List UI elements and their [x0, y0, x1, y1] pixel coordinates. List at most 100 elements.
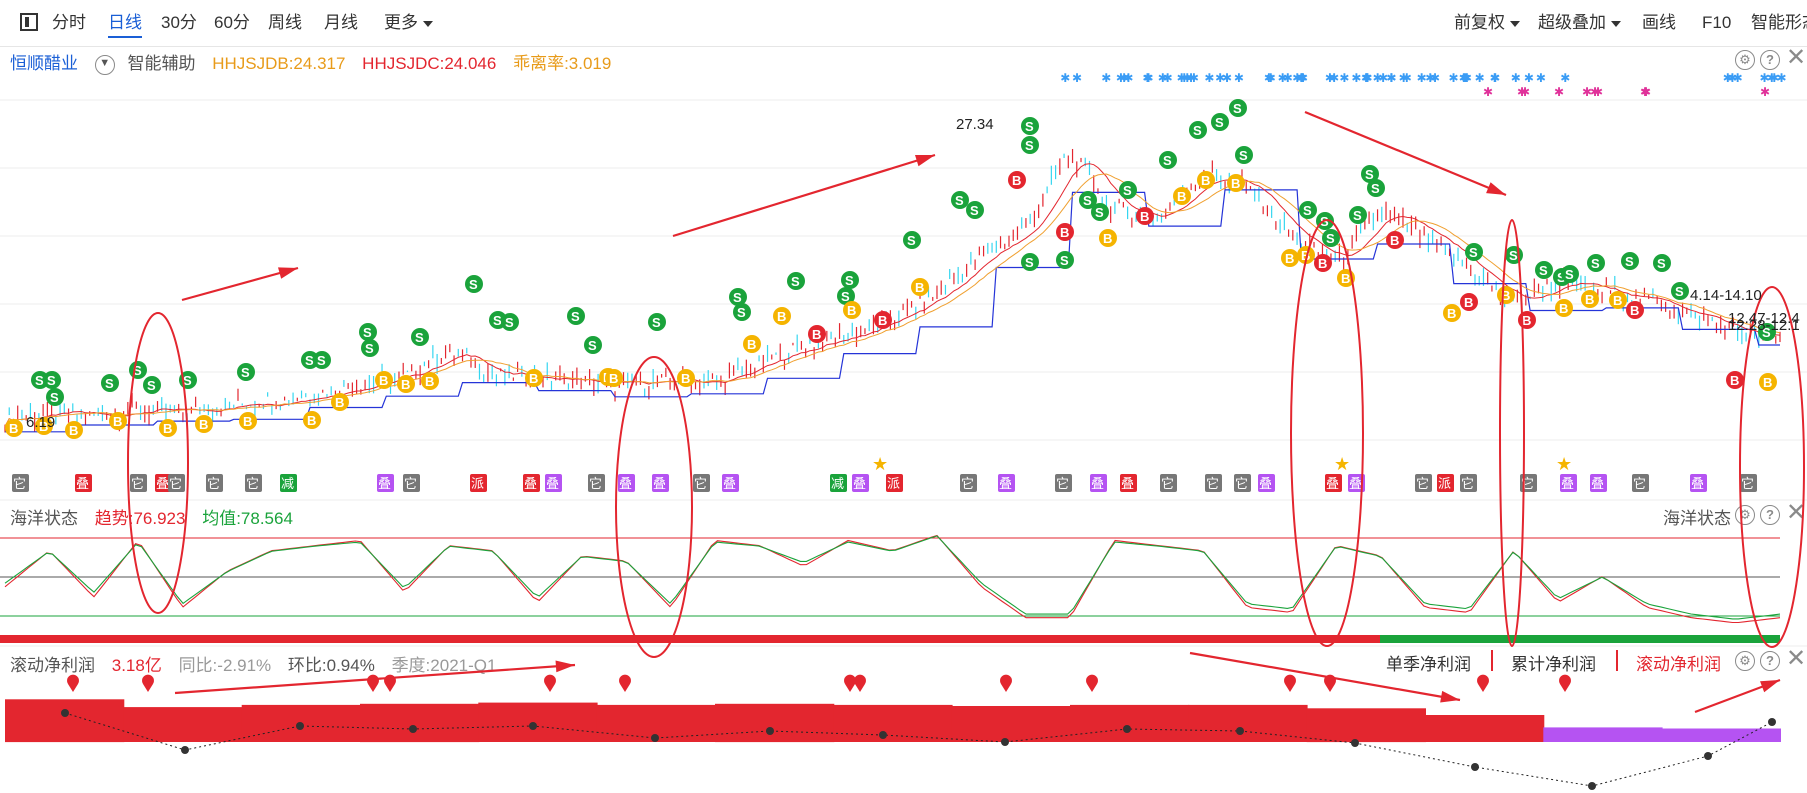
- profit-point: [1704, 752, 1712, 760]
- profit-value: 3.18亿: [111, 656, 162, 675]
- annotation-layer: [127, 110, 1805, 714]
- panel-toggle-icon[interactable]: [20, 13, 38, 31]
- buy-badge-bg: [1726, 371, 1744, 389]
- profit-point: [1123, 725, 1131, 733]
- tag-badge: 它: [207, 476, 220, 492]
- tag-badge: 叠: [619, 477, 632, 492]
- buy-badge-bg: [1008, 171, 1026, 189]
- sell-badge: S: [1193, 123, 1202, 138]
- help-icon[interactable]: ?: [1760, 50, 1780, 70]
- settings-icon[interactable]: ⚙: [1735, 505, 1755, 525]
- tag-badge: 它: [1633, 476, 1646, 492]
- tag-badge-bg: [886, 474, 903, 492]
- tab-weekly[interactable]: 周线: [268, 13, 302, 32]
- settings-icon[interactable]: ⚙: [1735, 651, 1755, 671]
- tag-badge: 它: [1206, 476, 1219, 492]
- sell-badge-bg: [1091, 203, 1109, 221]
- map-pin-icon: [1000, 674, 1012, 692]
- sell-badge: S: [1469, 245, 1478, 260]
- more-menu[interactable]: 更多: [384, 10, 433, 36]
- main-indicator-row: 恒顺醋业 ▼ 智能辅助 HHJSJDB:24.317 HHJSJDC:24.04…: [10, 49, 623, 75]
- profit-bar: [1661, 728, 1781, 742]
- tab-60min[interactable]: 60分: [214, 13, 250, 32]
- buy-badge-bg: [5, 419, 23, 437]
- overlay-menu[interactable]: 超级叠加: [1538, 10, 1621, 36]
- buy-badge-bg: [239, 412, 257, 430]
- legend-rolling-profit[interactable]: 滚动净利润: [1636, 655, 1721, 674]
- tag-badge-bg: [852, 474, 869, 492]
- star-icon: ✱: [1278, 71, 1288, 85]
- sell-badge: S: [571, 309, 580, 324]
- tab-fenshi[interactable]: 分时: [52, 13, 86, 32]
- star-icon: ✱: [1296, 71, 1306, 85]
- close-icon[interactable]: ✕: [1786, 645, 1807, 672]
- sell-badge-bg: [1621, 252, 1639, 270]
- draw-line-button[interactable]: 画线: [1642, 13, 1676, 32]
- buy-badge-bg: [1099, 229, 1117, 247]
- sell-badge: S: [1539, 263, 1548, 278]
- sell-badge: S: [469, 277, 478, 292]
- star-icon: ✱: [1387, 71, 1397, 85]
- sell-badge-bg: [1322, 229, 1340, 247]
- buy-badge-bg: [1626, 301, 1644, 319]
- tag-badge: 它: [246, 476, 259, 492]
- sell-badge-bg: [1535, 261, 1553, 279]
- tag-badge-bg: [75, 474, 92, 492]
- map-pin-icon: [367, 674, 380, 692]
- tag-badge: 它: [1461, 476, 1474, 492]
- sell-badge-bg: [951, 191, 969, 209]
- help-icon[interactable]: ?: [1760, 505, 1780, 525]
- profit-point: [1768, 718, 1776, 726]
- sell-badge: S: [841, 289, 850, 304]
- buy-badge-bg: [1555, 299, 1573, 317]
- map-pin-icon: [1323, 674, 1336, 692]
- help-icon[interactable]: ?: [1760, 651, 1780, 671]
- settings-icon[interactable]: ⚙: [1735, 50, 1755, 70]
- map-pin-icon: [67, 674, 80, 692]
- sell-badge: S: [1371, 181, 1380, 196]
- tab-daily[interactable]: 日线: [108, 10, 142, 38]
- tag-badge-bg: [1205, 474, 1222, 492]
- tag-badge-bg: [403, 474, 420, 492]
- star-icon: ✱: [1430, 71, 1440, 85]
- profit-bar: [833, 704, 953, 742]
- f10-button[interactable]: F10: [1702, 13, 1732, 32]
- stock-name[interactable]: 恒顺醋业: [10, 54, 78, 73]
- tab-30min[interactable]: 30分: [161, 13, 197, 32]
- trend-arrow: [672, 153, 936, 238]
- star-icon: ✱: [1362, 71, 1372, 85]
- sell-badge-bg: [101, 374, 119, 392]
- star-icon: ✱: [1536, 71, 1546, 85]
- sell-badge-bg: [1561, 265, 1579, 283]
- sell-badge-bg: [1758, 323, 1776, 341]
- buy-badge: B: [199, 417, 208, 432]
- sell-badge-bg: [1671, 282, 1689, 300]
- sell-badge: S: [415, 330, 424, 345]
- buy-badge-bg: [874, 311, 892, 329]
- sell-badge: S: [1509, 248, 1518, 263]
- star-icon: ✱: [1460, 71, 1470, 85]
- legend-cumulative-profit[interactable]: 累计净利润: [1511, 655, 1596, 674]
- tab-monthly[interactable]: 月线: [324, 13, 358, 32]
- profit-bar: [123, 707, 243, 742]
- adjust-menu[interactable]: 前复权: [1454, 10, 1520, 36]
- buy-badge-bg: [375, 371, 393, 389]
- sell-badge: S: [1239, 148, 1248, 163]
- legend-quarterly-profit[interactable]: 单季净利润: [1386, 655, 1471, 674]
- smart-pattern-button[interactable]: 智能形态: [1751, 13, 1807, 32]
- tag-badge-bg: [206, 474, 223, 492]
- dropdown-circle-icon[interactable]: ▼: [94, 54, 115, 75]
- profit-bar: [1425, 715, 1545, 742]
- star-icon: ✱: [1189, 71, 1199, 85]
- star-icon: ✱: [1425, 71, 1435, 85]
- close-icon[interactable]: ✕: [1786, 44, 1807, 71]
- sell-badge: S: [1060, 253, 1069, 268]
- star-icon: ✱: [1490, 71, 1500, 85]
- tag-badge: 叠: [999, 477, 1012, 492]
- tag-badge: 叠: [524, 477, 537, 492]
- close-icon[interactable]: ✕: [1786, 499, 1807, 526]
- tag-badge-bg: [1437, 474, 1454, 492]
- tag-badge-bg: [1055, 474, 1072, 492]
- profit-point: [766, 727, 774, 735]
